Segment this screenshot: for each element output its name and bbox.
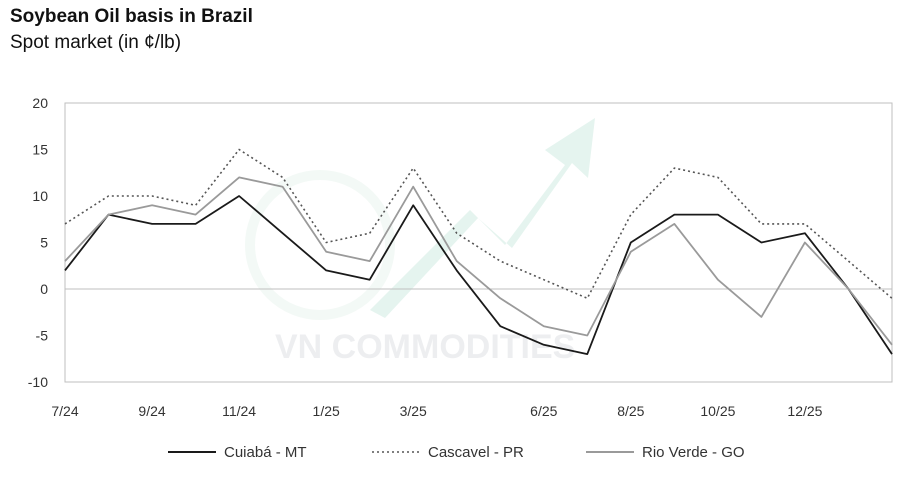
- legend: Cuiabá - MT Cascavel - PR Rio Verde - GO: [168, 444, 745, 461]
- watermark-circle-icon: [245, 170, 395, 320]
- chart-subtitle: Spot market (in ¢/lb): [10, 32, 182, 53]
- plot-area: [64, 102, 893, 383]
- y-tick-label: 5: [40, 235, 48, 251]
- y-tick-label: 20: [32, 95, 48, 111]
- y-tick-label: 15: [32, 142, 48, 158]
- watermark-arrow-icon: [370, 118, 595, 318]
- x-tick-label: 7/24: [51, 403, 78, 419]
- x-axis: 7/24 9/24 11/24 1/25 3/25 6/25 8/25 10/25 12/25: [51, 403, 822, 419]
- y-tick-label: 0: [40, 281, 48, 297]
- series-line-1: [64, 148, 893, 300]
- series-layer: [64, 148, 893, 356]
- watermark-text: VN COMMODITIES: [275, 328, 575, 366]
- legend-label: Cuiabá - MT: [224, 444, 307, 461]
- legend-label: Rio Verde - GO: [642, 444, 745, 461]
- x-tick-label: 8/25: [617, 403, 644, 419]
- x-tick-label: 6/25: [530, 403, 557, 419]
- y-tick-label: 10: [32, 188, 48, 204]
- chart-title: Soybean Oil basis in Brazil: [10, 6, 253, 27]
- watermark: VN COMMODITIES: [245, 118, 595, 366]
- y-tick-label: -10: [28, 374, 48, 390]
- y-tick-label: -5: [36, 328, 49, 344]
- series-line-2: [64, 176, 893, 346]
- x-tick-label: 9/24: [138, 403, 165, 419]
- y-axis: 20 15 10 5 0 -5 -10: [28, 95, 48, 390]
- x-tick-label: 1/25: [313, 403, 340, 419]
- x-tick-label: 10/25: [700, 403, 735, 419]
- x-tick-label: 11/24: [222, 403, 256, 419]
- series-line-0: [64, 195, 893, 356]
- x-tick-label: 3/25: [400, 403, 427, 419]
- x-tick-label: 12/25: [787, 403, 822, 419]
- legend-label: Cascavel - PR: [428, 444, 524, 461]
